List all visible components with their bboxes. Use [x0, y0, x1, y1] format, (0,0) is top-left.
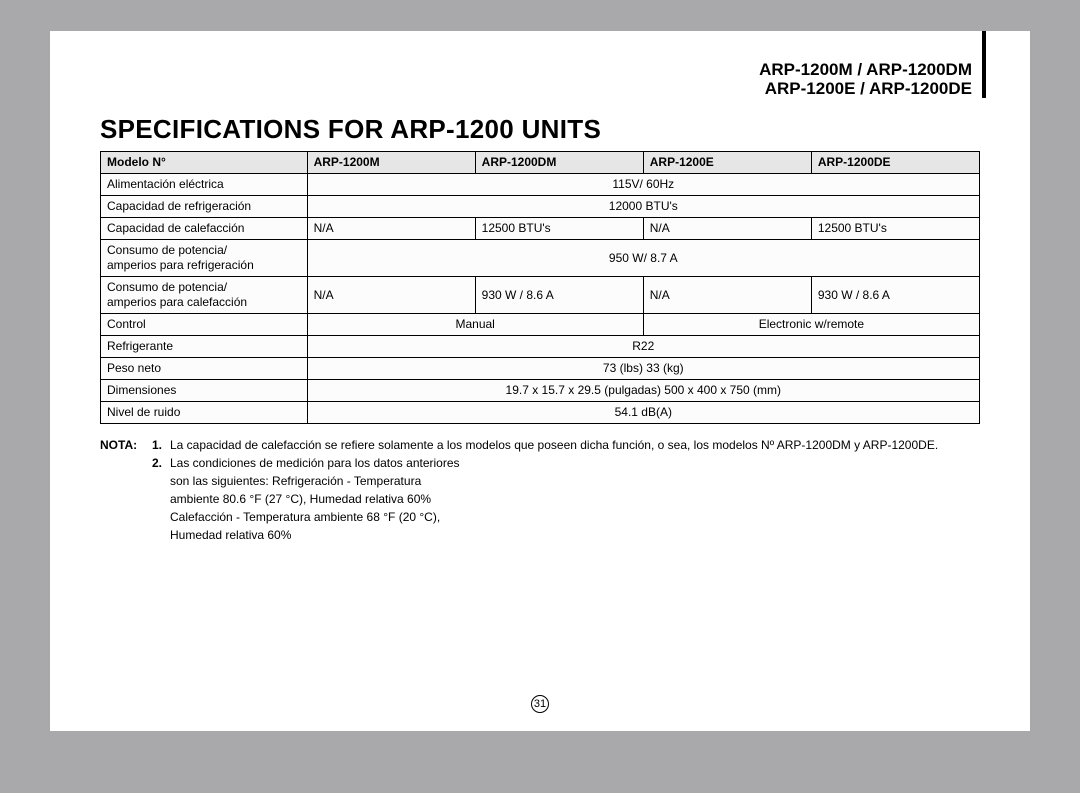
table-row: ControlManualElectronic w/remote	[101, 314, 980, 336]
model-header: ARP-1200M / ARP-1200DM ARP-1200E / ARP-1…	[100, 31, 986, 98]
note-number: 1.	[152, 436, 170, 454]
col-ARP-1200E: ARP-1200E	[643, 152, 811, 174]
row-label: Consumo de potencia/ amperios para calef…	[101, 277, 308, 314]
note-item: 2.Las condiciones de medición para los d…	[100, 454, 980, 544]
note-item: NOTA:1.La capacidad de calefacción se re…	[100, 436, 980, 454]
cell: N/A	[643, 277, 811, 314]
cell: 950 W/ 8.7 A	[307, 240, 979, 277]
cell: 73 (lbs) 33 (kg)	[307, 358, 979, 380]
cell: N/A	[643, 218, 811, 240]
spec-table: Modelo N°ARP-1200MARP-1200DMARP-1200EARP…	[100, 151, 980, 424]
cell: 930 W / 8.6 A	[811, 277, 979, 314]
cell: 54.1 dB(A)	[307, 402, 979, 424]
table-row: Nivel de ruido54.1 dB(A)	[101, 402, 980, 424]
cell: R22	[307, 336, 979, 358]
page-number: 31	[531, 695, 549, 713]
model-header-line1: ARP-1200M / ARP-1200DM	[100, 61, 972, 80]
col-ARP-1200M: ARP-1200M	[307, 152, 475, 174]
cell: Manual	[307, 314, 643, 336]
table-row: Capacidad de calefacciónN/A12500 BTU'sN/…	[101, 218, 980, 240]
table-row: RefrigeranteR22	[101, 336, 980, 358]
spec-table-body: Alimentación eléctrica115V/ 60HzCapacida…	[101, 174, 980, 424]
row-label: Consumo de potencia/ amperios para refri…	[101, 240, 308, 277]
row-label: Alimentación eléctrica	[101, 174, 308, 196]
table-row: Consumo de potencia/ amperios para calef…	[101, 277, 980, 314]
cell: 12000 BTU's	[307, 196, 979, 218]
col-model-label: Modelo N°	[101, 152, 308, 174]
col-ARP-1200DM: ARP-1200DM	[475, 152, 643, 174]
cell: 930 W / 8.6 A	[475, 277, 643, 314]
row-label: Refrigerante	[101, 336, 308, 358]
row-label: Control	[101, 314, 308, 336]
row-label: Peso neto	[101, 358, 308, 380]
note-lead: NOTA:	[100, 436, 152, 454]
cell: 12500 BTU's	[811, 218, 979, 240]
table-row: Dimensiones19.7 x 15.7 x 29.5 (pulgadas)…	[101, 380, 980, 402]
row-label: Dimensiones	[101, 380, 308, 402]
note-number: 2.	[152, 454, 170, 544]
col-ARP-1200DE: ARP-1200DE	[811, 152, 979, 174]
table-row: Capacidad de refrigeración12000 BTU's	[101, 196, 980, 218]
note-lead	[100, 454, 152, 544]
notes-block: NOTA:1.La capacidad de calefacción se re…	[100, 436, 980, 544]
cell: Electronic w/remote	[643, 314, 979, 336]
cell: 115V/ 60Hz	[307, 174, 979, 196]
cell: 12500 BTU's	[475, 218, 643, 240]
table-row: Consumo de potencia/ amperios para refri…	[101, 240, 980, 277]
table-row: Alimentación eléctrica115V/ 60Hz	[101, 174, 980, 196]
document-page: ARP-1200M / ARP-1200DM ARP-1200E / ARP-1…	[50, 31, 1030, 731]
table-row: Peso neto73 (lbs) 33 (kg)	[101, 358, 980, 380]
spec-table-head: Modelo N°ARP-1200MARP-1200DMARP-1200EARP…	[101, 152, 980, 174]
row-label: Capacidad de calefacción	[101, 218, 308, 240]
cell: 19.7 x 15.7 x 29.5 (pulgadas) 500 x 400 …	[307, 380, 979, 402]
note-text: La capacidad de calefacción se refiere s…	[170, 436, 980, 454]
note-text: Las condiciones de medición para los dat…	[170, 454, 980, 544]
row-label: Capacidad de refrigeración	[101, 196, 308, 218]
row-label: Nivel de ruido	[101, 402, 308, 424]
cell: N/A	[307, 218, 475, 240]
cell: N/A	[307, 277, 475, 314]
page-title: SPECIFICATIONS FOR ARP-1200 UNITS	[100, 114, 980, 145]
model-header-line2: ARP-1200E / ARP-1200DE	[100, 80, 972, 99]
